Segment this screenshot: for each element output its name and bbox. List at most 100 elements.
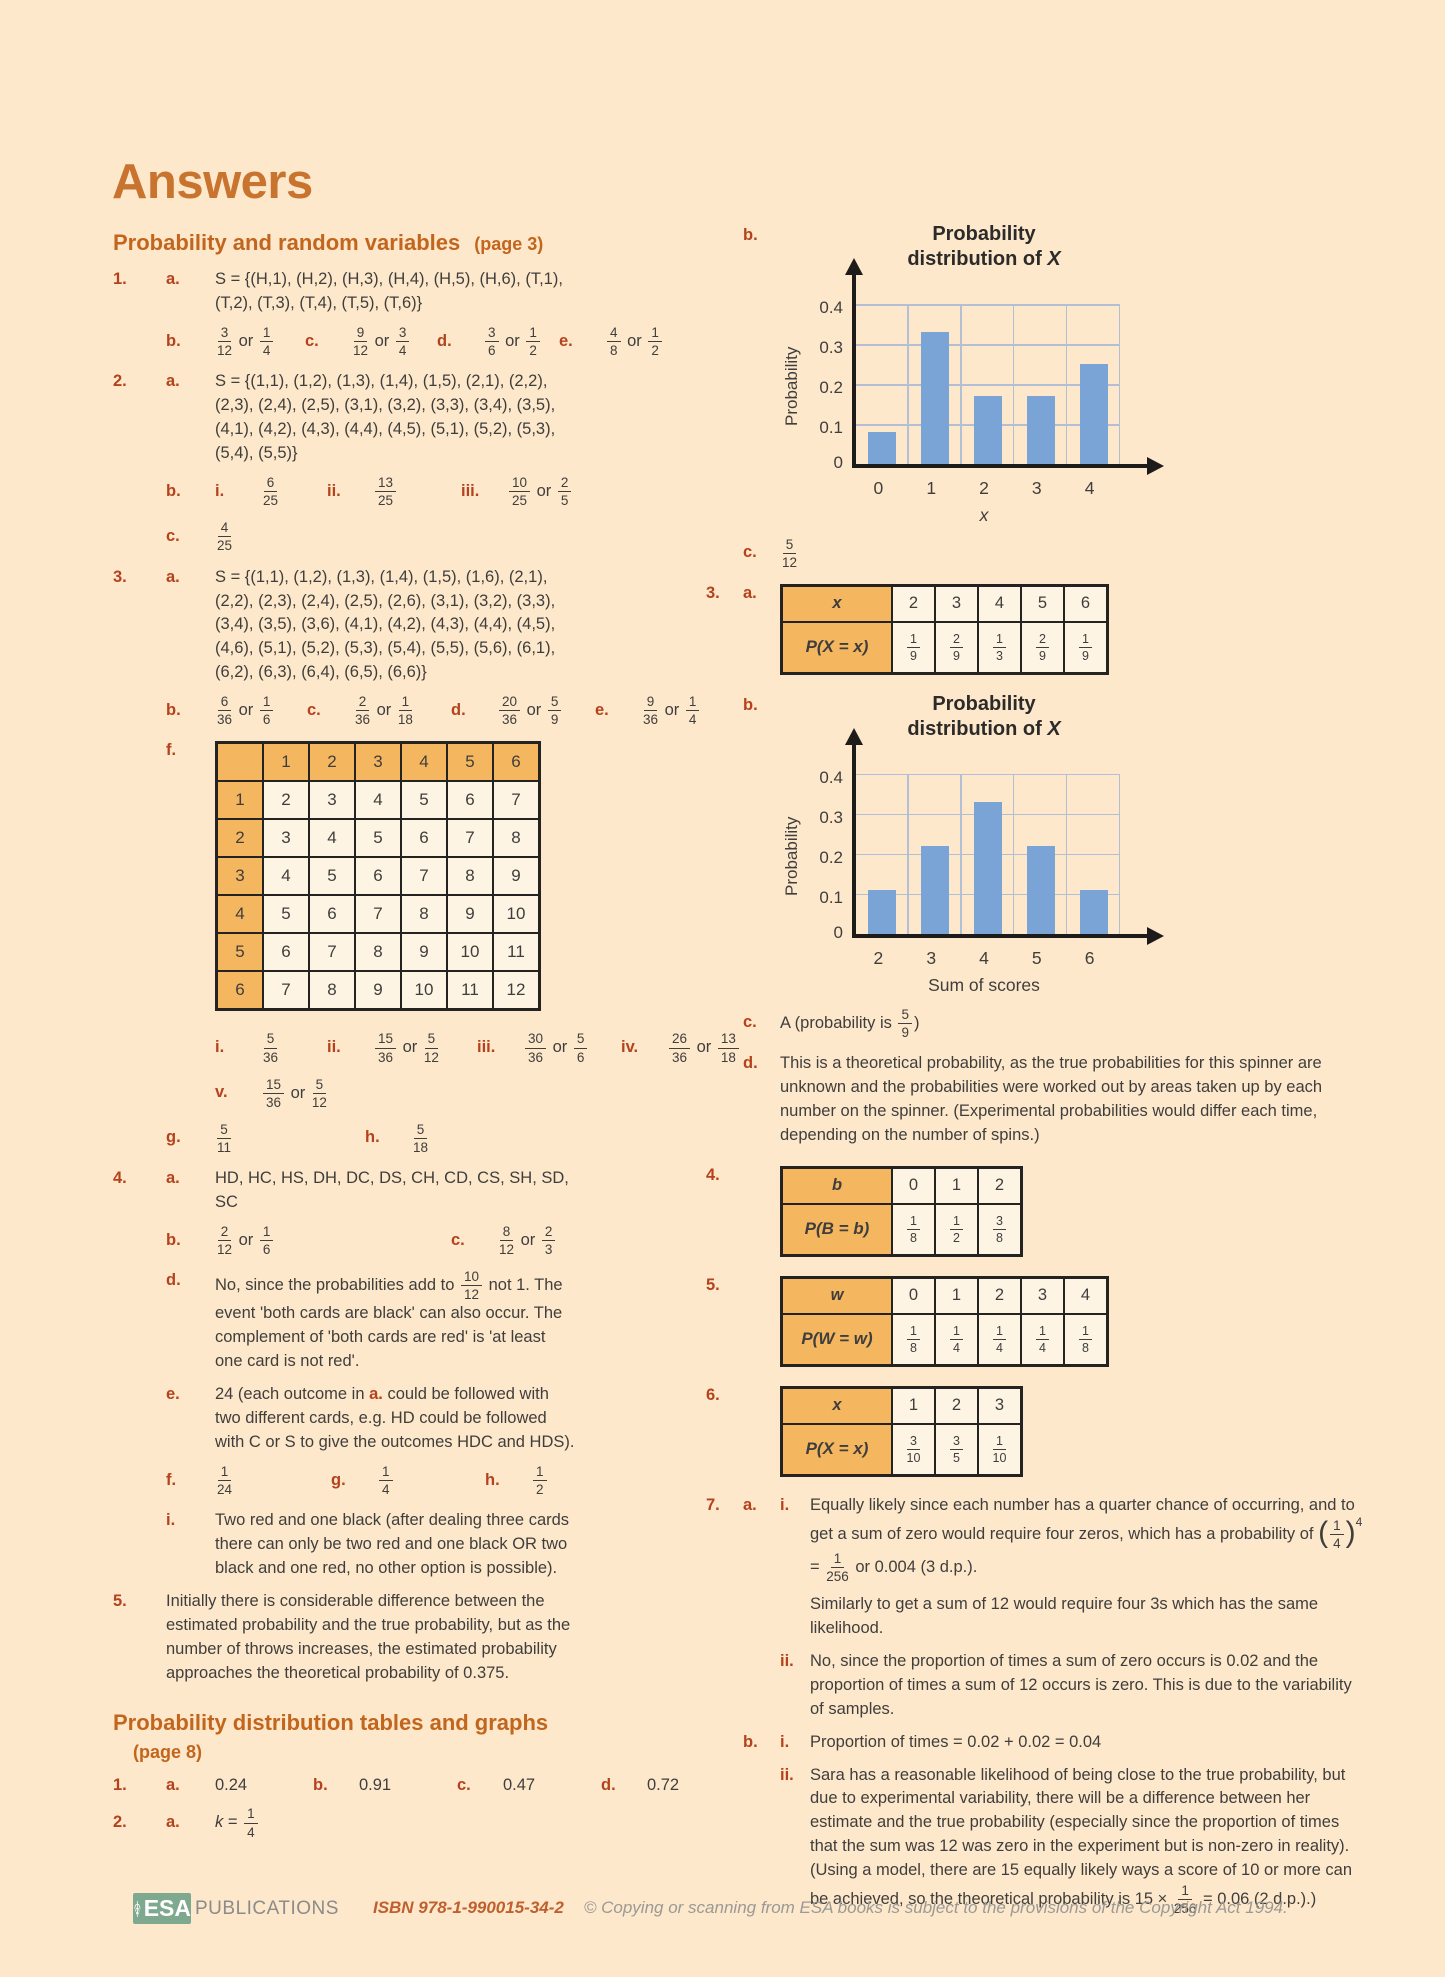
answer-label: c. xyxy=(457,1775,471,1794)
denominator: 4 xyxy=(247,1824,255,1840)
answer-label: e. xyxy=(595,700,609,719)
numerator: 2 xyxy=(1036,632,1049,648)
numerator: 1 xyxy=(907,1324,920,1340)
answer-label: e. xyxy=(166,1385,180,1404)
numerator: 1 xyxy=(259,1224,274,1242)
answer-text: 15 36 or 5 12 xyxy=(373,1031,477,1065)
numerator: 8 xyxy=(499,1224,514,1242)
table-cell: 5 xyxy=(446,741,494,783)
table-cell: 4 xyxy=(354,780,402,821)
answer-text: HD, HC, HS, DH, DC, DS, CH, CD, CS, SH, … xyxy=(215,1169,569,1211)
numerator: 1 xyxy=(1036,1324,1049,1340)
answer-row: Similarly to get a sum of 12 would requi… xyxy=(706,1593,1366,1641)
table-cell xyxy=(215,741,264,783)
table-cell: 2 xyxy=(977,1276,1022,1315)
numerator: 1 xyxy=(217,1464,232,1481)
answer-row: c. 5 12 xyxy=(706,537,1366,570)
plot-area xyxy=(845,258,1164,475)
isbn: ISBN 978-1-990015-34-2 xyxy=(372,1898,564,1918)
numerator: 1 xyxy=(1079,632,1092,648)
chart-bar xyxy=(868,432,897,464)
variable-header-cell: x xyxy=(780,1386,893,1425)
y-tick: 0.3 xyxy=(819,807,843,827)
answer-row: g. 5 11 h. 5 18 xyxy=(113,1122,575,1155)
answer-text: No, since the probabilities add to 10 12 … xyxy=(215,1269,563,1371)
x-tick: 2 xyxy=(979,478,989,498)
numerator: 1 xyxy=(950,1324,963,1340)
x-tick: 6 xyxy=(1084,947,1095,968)
numerator: 1 xyxy=(907,632,920,648)
table-cell: 8 xyxy=(446,856,494,897)
denominator: 11 xyxy=(217,1139,232,1155)
numerator: 1 xyxy=(398,694,413,712)
table-cell: 5 xyxy=(354,818,402,859)
table-cell: 11 xyxy=(492,932,541,973)
numerator: 1 xyxy=(533,1464,547,1481)
section-heading: Probability distribution tables and grap… xyxy=(113,1710,575,1764)
denominator: 8 xyxy=(996,1230,1003,1245)
answer-text: Initially there is considerable differen… xyxy=(166,1591,571,1682)
denominator: 6 xyxy=(488,343,496,359)
chart-title-line: Probability xyxy=(932,692,1036,715)
answer-row: 2. a. S = {(1,1), (1,2), (1,3), (1,4), (1,… xyxy=(113,370,575,466)
answer-label: d. xyxy=(451,700,466,719)
answer-text: 15 36 or 5 12 xyxy=(261,1077,575,1110)
denominator: 36 xyxy=(263,1049,279,1065)
answer-label: g. xyxy=(331,1470,346,1489)
y-axis-label: Probability xyxy=(782,816,801,896)
answer-label: a. xyxy=(166,1813,180,1832)
answer-row: c. 4 25 xyxy=(113,520,575,553)
numerator: 2 xyxy=(541,1224,556,1242)
answer-label: d. xyxy=(166,1271,181,1290)
answer-label: b. xyxy=(166,331,181,350)
answer-label: 2. xyxy=(113,1813,127,1832)
answer-label: h. xyxy=(365,1128,380,1147)
answer-text: Equally likely since each number has a q… xyxy=(810,1495,1363,1584)
denominator: 25 xyxy=(512,493,528,509)
table-cell: 6 xyxy=(262,932,310,973)
answer-text: 5 18 xyxy=(411,1122,575,1155)
answer-label: iii. xyxy=(461,481,480,500)
answer-label: a. xyxy=(166,270,180,289)
x-axis-arrow-icon xyxy=(1147,457,1164,475)
fraction: 9 36 xyxy=(643,694,658,727)
denominator: 12 xyxy=(353,343,369,359)
numerator: 1 xyxy=(244,1806,258,1824)
denominator: 36 xyxy=(502,712,518,728)
denominator: 3 xyxy=(996,648,1003,663)
answer-label: c. xyxy=(307,700,321,719)
publisher-name: PUBLICATIONS xyxy=(195,1897,339,1919)
numerator: 1 xyxy=(993,632,1006,648)
right-column: b. Probability distribution of X Probabilit… xyxy=(706,222,1366,1925)
fraction: 2 36 xyxy=(355,694,370,727)
table-cell: 3 xyxy=(934,584,979,623)
numerator: 2 xyxy=(217,1224,232,1242)
numerator: 5 xyxy=(898,1007,912,1024)
denominator: 256 xyxy=(1173,1901,1197,1917)
denominator: 36 xyxy=(528,1049,544,1065)
answer-text: S = {(H,1), (H,2), (H,3), (H,4), (H,5), … xyxy=(215,270,563,313)
table-cell: 5 xyxy=(308,856,356,897)
answer-label: i. xyxy=(215,1038,225,1057)
answer-label: c. xyxy=(305,331,319,350)
fraction: 30 36 xyxy=(525,1031,547,1065)
chart-title-variable: X xyxy=(1047,248,1061,270)
numerator: 1 xyxy=(950,1214,963,1230)
chart-title: Probability distribution of X xyxy=(852,692,1116,742)
table-row: 5 6 7 8 9 10 11 xyxy=(215,932,541,973)
denominator: 9 xyxy=(910,648,917,663)
